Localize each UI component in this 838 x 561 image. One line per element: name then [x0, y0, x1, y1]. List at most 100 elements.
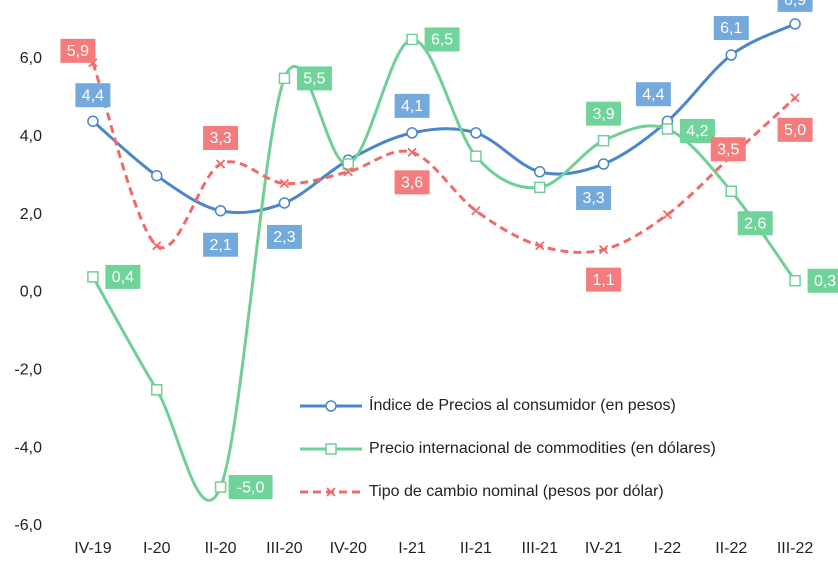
value-label: 6,1: [720, 20, 742, 37]
value-label-box: [737, 211, 773, 236]
x-tick-label: III-22: [777, 540, 814, 557]
series-line: [91, 22, 796, 215]
x-tick-label: IV-20: [330, 540, 367, 557]
value-label: 6,9: [784, 0, 806, 9]
value-label: 3,6: [401, 175, 423, 192]
point: [598, 245, 609, 255]
value-label-box: [394, 170, 430, 195]
value-label-box: [266, 224, 302, 249]
point: [789, 275, 801, 287]
point: [725, 49, 737, 61]
x-tick-label: IV-21: [585, 540, 622, 557]
value-label: -5,0: [237, 479, 265, 496]
value-label-box: [635, 82, 671, 107]
point: [151, 384, 163, 396]
point: [214, 481, 227, 493]
value-label: 5,9: [67, 43, 89, 60]
x-tick-label: II-20: [205, 540, 237, 557]
point: [471, 206, 481, 216]
y-tick-label: 6,0: [20, 50, 42, 67]
value-label: 3,9: [592, 106, 614, 123]
x-tick-label: II-22: [715, 540, 747, 557]
legend-marker: [325, 443, 337, 455]
value-label-box: [203, 232, 239, 257]
point: [534, 166, 546, 178]
series-line: [91, 62, 797, 254]
value-label-box: [679, 118, 715, 143]
value-label-box: [394, 93, 430, 118]
y-tick-label: 4,0: [20, 128, 42, 145]
legend-label: Precio internacional de commodities (en …: [369, 440, 716, 457]
value-label-box: [713, 16, 749, 41]
y-tick-label: 2,0: [20, 206, 42, 223]
point: [151, 169, 163, 182]
point: [790, 93, 800, 103]
point: [661, 123, 674, 135]
value-label: 3,3: [209, 130, 231, 147]
value-label-box: [586, 267, 622, 292]
value-label: 4,4: [642, 86, 664, 103]
legend-marker: [325, 400, 337, 412]
point: [597, 158, 610, 170]
point: [662, 209, 673, 220]
value-label-box: [424, 27, 460, 52]
point: [470, 127, 482, 139]
point: [342, 158, 354, 170]
legend-label: Tipo de cambio nominal (pesos por dólar): [369, 483, 664, 500]
point: [597, 134, 610, 147]
point: [406, 33, 418, 46]
point: [152, 241, 162, 251]
value-label-box: [777, 117, 813, 142]
point: [278, 197, 291, 209]
value-label: 6,5: [431, 32, 453, 49]
point: [535, 241, 545, 251]
legend-marker: [326, 487, 336, 497]
value-label-box: [576, 186, 612, 211]
point: [87, 271, 99, 283]
value-label: 2,6: [744, 215, 766, 232]
value-label: 2,3: [273, 229, 295, 246]
point: [87, 115, 99, 127]
x-tick-label: I-22: [654, 540, 682, 557]
value-label: 2,1: [209, 237, 231, 254]
x-tick-label: III-21: [522, 540, 559, 557]
value-label: 5,5: [303, 71, 325, 88]
value-label: 0,3: [814, 273, 836, 290]
value-label: 3,3: [582, 190, 604, 207]
x-tick-label: I-21: [398, 540, 426, 557]
value-label: 0,4: [112, 269, 134, 286]
value-label-box: [60, 38, 96, 63]
point: [343, 167, 353, 177]
point: [534, 181, 546, 194]
value-label-box: [807, 268, 838, 293]
value-label-box: [296, 66, 332, 91]
value-label-box: [203, 126, 239, 151]
y-tick-label: 0,0: [20, 284, 42, 301]
point: [725, 185, 737, 198]
value-label-box: [228, 475, 273, 500]
point: [789, 18, 801, 30]
point: [215, 159, 226, 169]
value-label: 5,0: [784, 122, 806, 139]
value-label-box: [777, 0, 813, 12]
value-label-box: [586, 101, 622, 126]
x-tick-label: III-20: [266, 540, 303, 557]
x-tick-label: II-21: [460, 540, 492, 557]
value-label: 4,4: [82, 87, 104, 104]
value-label-box: [75, 83, 111, 108]
point: [278, 72, 291, 85]
series-line: [91, 37, 797, 502]
value-label: 4,1: [401, 98, 423, 115]
x-tick-label: I-20: [143, 540, 171, 557]
value-label: 3,5: [717, 141, 739, 158]
point: [407, 147, 417, 157]
y-tick-label: -2,0: [14, 362, 42, 379]
y-tick-label: -4,0: [14, 439, 42, 456]
value-label-box: [710, 137, 746, 162]
point: [470, 150, 482, 162]
value-label: 1,1: [592, 272, 614, 289]
point: [279, 178, 290, 189]
value-label-box: [105, 264, 141, 289]
value-label: 4,2: [686, 123, 708, 140]
